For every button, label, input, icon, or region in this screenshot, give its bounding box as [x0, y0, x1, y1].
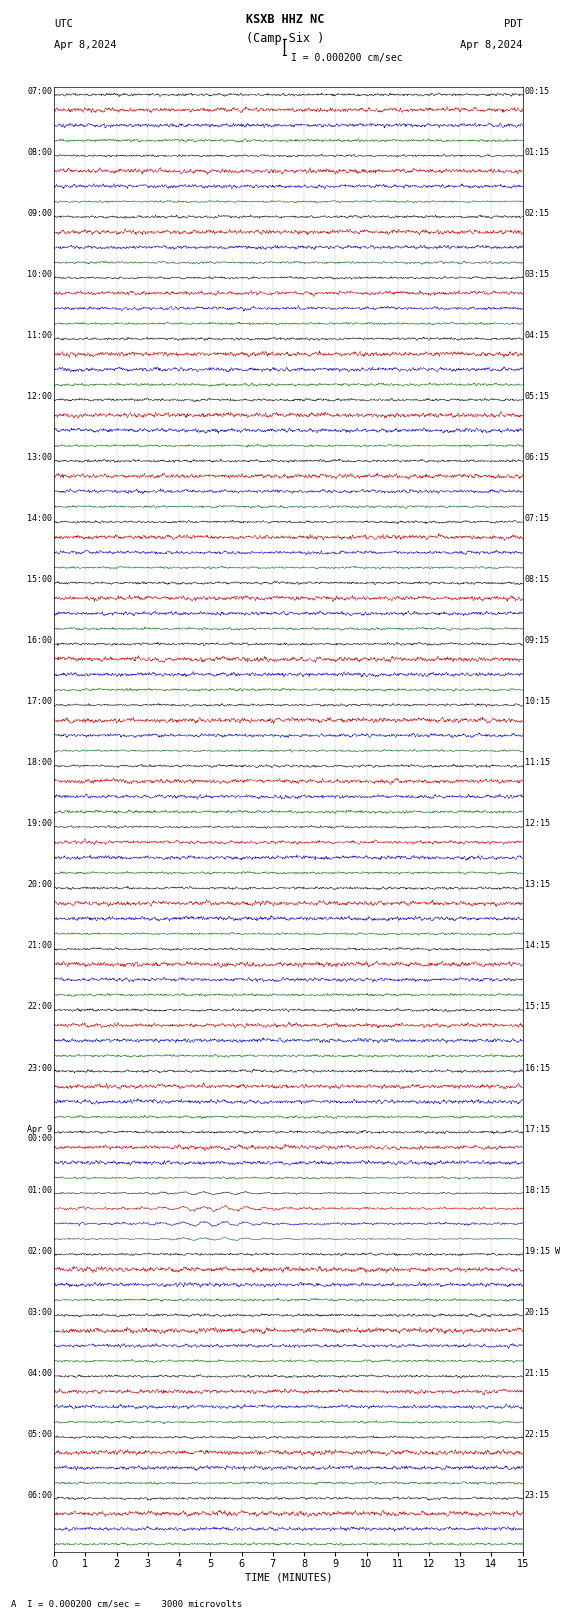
Text: 05:15: 05:15 — [524, 392, 549, 402]
Text: 19:00: 19:00 — [27, 819, 52, 829]
Text: I = 0.000200 cm/sec: I = 0.000200 cm/sec — [291, 53, 402, 63]
Text: 16:00: 16:00 — [27, 637, 52, 645]
X-axis label: TIME (MINUTES): TIME (MINUTES) — [245, 1573, 332, 1582]
Text: 02:00: 02:00 — [27, 1247, 52, 1255]
Text: 13:00: 13:00 — [27, 453, 52, 463]
Text: 21:00: 21:00 — [27, 942, 52, 950]
Text: 01:00: 01:00 — [27, 1186, 52, 1195]
Text: A  I = 0.000200 cm/sec =    3000 microvolts: A I = 0.000200 cm/sec = 3000 microvolts — [11, 1598, 242, 1608]
Text: 14:15: 14:15 — [524, 942, 549, 950]
Text: 15:15: 15:15 — [524, 1003, 549, 1011]
Text: 23:15: 23:15 — [524, 1490, 549, 1500]
Text: Apr 8,2024: Apr 8,2024 — [460, 40, 523, 50]
Text: 20:00: 20:00 — [27, 881, 52, 889]
Text: 11:00: 11:00 — [27, 331, 52, 340]
Text: 05:00: 05:00 — [27, 1429, 52, 1439]
Text: 20:15: 20:15 — [524, 1308, 549, 1316]
Text: UTC: UTC — [54, 19, 73, 29]
Text: 12:00: 12:00 — [27, 392, 52, 402]
Text: KSXB HHZ NC: KSXB HHZ NC — [246, 13, 324, 26]
Text: 08:00: 08:00 — [27, 148, 52, 156]
Text: (Camp Six ): (Camp Six ) — [246, 32, 324, 45]
Text: 04:15: 04:15 — [524, 331, 549, 340]
Text: 18:00: 18:00 — [27, 758, 52, 768]
Text: 12:15: 12:15 — [524, 819, 549, 829]
Text: Apr 8,2024: Apr 8,2024 — [54, 40, 117, 50]
Text: 10:00: 10:00 — [27, 271, 52, 279]
Text: 07:00: 07:00 — [27, 87, 52, 97]
Text: 02:15: 02:15 — [524, 210, 549, 218]
Text: 10:15: 10:15 — [524, 697, 549, 706]
Text: 07:15: 07:15 — [524, 515, 549, 523]
Text: 08:15: 08:15 — [524, 576, 549, 584]
Text: 11:15: 11:15 — [524, 758, 549, 768]
Text: 17:00: 17:00 — [27, 697, 52, 706]
Text: 03:00: 03:00 — [27, 1308, 52, 1316]
Text: 17:15: 17:15 — [524, 1124, 549, 1134]
Text: 23:00: 23:00 — [27, 1063, 52, 1073]
Text: 04:00: 04:00 — [27, 1368, 52, 1378]
Text: 14:00: 14:00 — [27, 515, 52, 523]
Text: 22:00: 22:00 — [27, 1003, 52, 1011]
Text: 09:15: 09:15 — [524, 637, 549, 645]
Text: 06:15: 06:15 — [524, 453, 549, 463]
Text: 00:15: 00:15 — [524, 87, 549, 97]
Text: 21:15: 21:15 — [524, 1368, 549, 1378]
Text: 19:15 W: 19:15 W — [524, 1247, 560, 1255]
Text: 03:15: 03:15 — [524, 271, 549, 279]
Text: 06:00: 06:00 — [27, 1490, 52, 1500]
Text: 09:00: 09:00 — [27, 210, 52, 218]
Text: 13:15: 13:15 — [524, 881, 549, 889]
Text: PDT: PDT — [504, 19, 523, 29]
Text: Apr 9
00:00: Apr 9 00:00 — [27, 1124, 52, 1142]
Text: 01:15: 01:15 — [524, 148, 549, 156]
Text: 22:15: 22:15 — [524, 1429, 549, 1439]
Text: 18:15: 18:15 — [524, 1186, 549, 1195]
Text: 16:15: 16:15 — [524, 1063, 549, 1073]
Text: 15:00: 15:00 — [27, 576, 52, 584]
